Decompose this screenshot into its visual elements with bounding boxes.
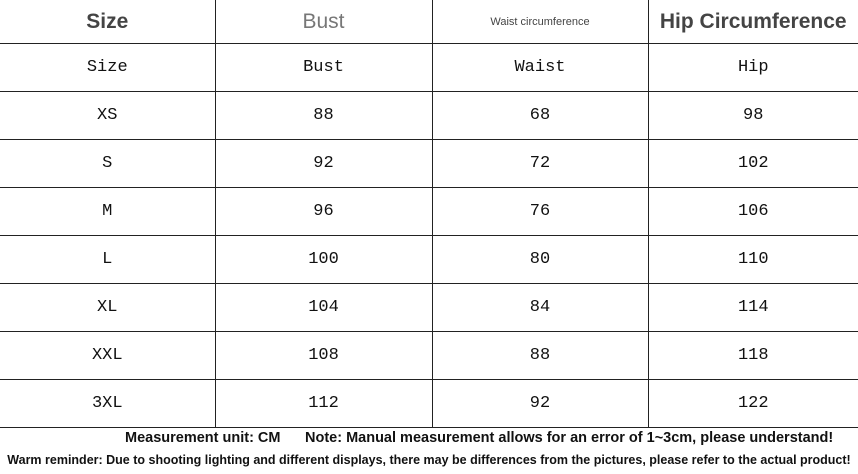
size-cell: 118 xyxy=(647,331,858,380)
size-row: XL 104 84 114 xyxy=(0,283,858,332)
size-row: XXL 108 88 118 xyxy=(0,331,858,380)
size-row: XS 88 68 98 xyxy=(0,91,858,140)
size-cell: 108 xyxy=(214,331,433,380)
size-cell: 96 xyxy=(214,187,433,236)
size-cell: 122 xyxy=(647,379,858,428)
size-cell: 98 xyxy=(647,91,858,140)
size-cell: S xyxy=(0,139,216,188)
size-cell: XS xyxy=(0,91,216,140)
column-cell: Bust xyxy=(214,43,433,92)
column-cell: Size xyxy=(0,43,216,92)
header-row: Size Bust Waist circumference Hip Circumfer… xyxy=(0,0,858,44)
size-table: Size Bust Waist circumference Hip Circumfer… xyxy=(0,0,858,428)
column-cell: Hip xyxy=(647,43,858,92)
size-cell: 102 xyxy=(647,139,858,188)
warm-reminder: Warm reminder: Due to shooting lighting … xyxy=(7,453,851,467)
size-cell: 68 xyxy=(431,91,649,140)
size-cell: 114 xyxy=(647,283,858,332)
size-cell: 76 xyxy=(431,187,649,236)
size-cell: M xyxy=(0,187,216,236)
size-cell: 3XL xyxy=(0,379,216,428)
size-cell: 72 xyxy=(431,139,649,188)
size-cell: 92 xyxy=(431,379,649,428)
size-cell: 104 xyxy=(214,283,433,332)
header-cell: Size xyxy=(0,0,216,44)
size-cell: 106 xyxy=(647,187,858,236)
size-row: S 92 72 102 xyxy=(0,139,858,188)
column-row: Size Bust Waist Hip xyxy=(0,43,858,92)
size-cell: 92 xyxy=(214,139,433,188)
note: Note: Manual measurement allows for an e… xyxy=(305,430,834,446)
size-row: 3XL 112 92 122 xyxy=(0,379,858,428)
size-cell: XXL xyxy=(0,331,216,380)
column-cell: Waist xyxy=(431,43,649,92)
header-cell: Hip Circumference xyxy=(647,0,858,44)
header-cell: Waist circumference xyxy=(431,0,649,44)
header-cell: Bust xyxy=(214,0,433,44)
size-cell: 84 xyxy=(431,283,649,332)
size-cell: 88 xyxy=(431,331,649,380)
size-row: M 96 76 106 xyxy=(0,187,858,236)
size-row: L 100 80 110 xyxy=(0,235,858,284)
size-cell: 110 xyxy=(647,235,858,284)
size-cell: 112 xyxy=(214,379,433,428)
size-cell: XL xyxy=(0,283,216,332)
measurement-unit: Measurement unit: CM xyxy=(125,430,281,446)
size-cell: 100 xyxy=(214,235,433,284)
size-cell: 80 xyxy=(431,235,649,284)
size-cell: L xyxy=(0,235,216,284)
size-cell: 88 xyxy=(214,91,433,140)
